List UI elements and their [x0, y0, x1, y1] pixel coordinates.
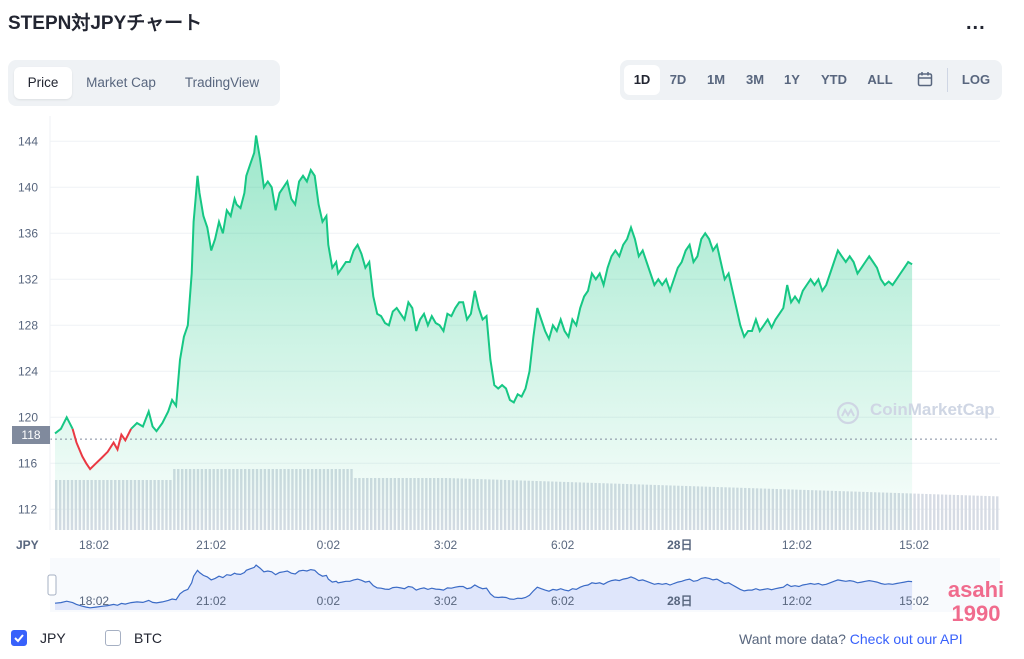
- y-tick-label: 128: [18, 318, 38, 332]
- navigator-tick-label: 6:02: [551, 594, 575, 608]
- check-icon: [14, 634, 24, 643]
- volume-bar: [917, 493, 920, 530]
- stamp-line-1: asahi: [947, 577, 1005, 602]
- watermark-text: CoinMarketCap: [870, 400, 995, 419]
- volume-bar: [988, 496, 991, 530]
- tab-price[interactable]: Price: [14, 67, 72, 99]
- y-axis-ticks: 112 116 120 124 128 132 136 140 144: [18, 134, 38, 516]
- volume-bar: [944, 494, 948, 530]
- y-tick-label: 132: [18, 272, 38, 286]
- y-tick-label: 116: [18, 456, 37, 470]
- volume-bar: [937, 494, 940, 530]
- navigator-area: [55, 565, 913, 610]
- volume-bar: [921, 493, 924, 530]
- range-1d-button[interactable]: 1D: [624, 65, 660, 95]
- volume-bar: [933, 494, 936, 530]
- x-tick-label: 0:02: [317, 538, 341, 552]
- range-all-button[interactable]: ALL: [867, 72, 893, 87]
- volume-bar: [976, 495, 979, 530]
- chart-type-tabs: Price Market Cap TradingView: [8, 60, 280, 106]
- calendar-icon[interactable]: [917, 71, 933, 87]
- volume-bar: [960, 495, 964, 530]
- stamp-line-2: 1990: [951, 601, 1001, 626]
- volume-bar: [984, 495, 987, 530]
- volume-bar: [968, 495, 971, 530]
- x-tick-label: 3:02: [434, 538, 458, 552]
- navigator-ticks: 18:02 21:02 0:02 3:02 6:02 28日 12:02 15:02: [79, 594, 929, 608]
- promo-text: Want more data? Check out our API: [739, 631, 963, 647]
- more-options-button[interactable]: ...: [966, 12, 986, 34]
- volume-bar: [913, 493, 916, 530]
- navigator-tick-label: 12:02: [782, 594, 812, 608]
- price-area-fill: [55, 135, 913, 530]
- volume-bar: [980, 495, 983, 530]
- navigator-line: [54, 564, 913, 609]
- current-price-tag: 118: [12, 426, 50, 444]
- y-tick-label: 120: [18, 410, 38, 424]
- navigator-tick-label: 18:02: [79, 594, 109, 608]
- coinmarketcap-logo-icon: [836, 401, 860, 425]
- volume-bar: [996, 496, 999, 530]
- x-axis-ticks: 18:02 21:02 0:02 3:02 6:02 28日 12:02 15:02: [79, 538, 929, 552]
- volume-bar: [929, 494, 932, 530]
- x-tick-label: 15:02: [899, 538, 929, 552]
- y-tick-label: 140: [18, 180, 38, 194]
- volume-bar: [948, 494, 952, 530]
- range-1m-button[interactable]: 1M: [706, 72, 726, 87]
- navigator-left-handle[interactable]: [47, 574, 57, 596]
- y-tick-label: 124: [18, 364, 38, 378]
- log-scale-button[interactable]: LOG: [961, 72, 991, 87]
- navigator-tick-label: 15:02: [899, 594, 929, 608]
- y-tick-label: 112: [18, 502, 37, 516]
- volume-bar: [925, 493, 928, 530]
- volume-bar: [992, 496, 995, 530]
- volume-bar: [956, 495, 960, 530]
- y-tick-label: 144: [18, 134, 38, 148]
- x-tick-label: 6:02: [551, 538, 575, 552]
- x-tick-label: 28日: [667, 538, 692, 552]
- range-ytd-button[interactable]: YTD: [821, 72, 847, 87]
- navigator-tick-label: 0:02: [317, 594, 341, 608]
- range-divider: [947, 68, 948, 92]
- x-tick-label: 18:02: [79, 538, 109, 552]
- tab-tradingview[interactable]: TradingView: [184, 75, 260, 90]
- btc-checkbox[interactable]: [105, 630, 121, 646]
- y-axis-unit-label: JPY: [16, 538, 39, 552]
- price-line-down: [71, 428, 132, 471]
- volume-bar: [964, 495, 967, 530]
- volume-bar: [952, 494, 956, 530]
- legend-jpy-label: JPY: [40, 630, 66, 646]
- time-range-selector: 1D 7D 1M 3M 1Y YTD ALL: [620, 60, 1002, 100]
- navigator-tick-label: 21:02: [196, 594, 226, 608]
- y-tick-label: 136: [18, 226, 38, 240]
- promo-question: Want more data?: [739, 631, 846, 647]
- range-3m-button[interactable]: 3M: [745, 72, 765, 87]
- price-line-up: [54, 135, 913, 435]
- tab-market-cap[interactable]: Market Cap: [86, 75, 156, 90]
- volume-bar: [972, 495, 975, 530]
- volume-bar: [940, 494, 944, 530]
- jpy-checkbox[interactable]: [11, 630, 27, 646]
- asahi-stamp: asahi 1990: [938, 578, 1014, 626]
- navigator-tick-label: 28日: [667, 594, 692, 608]
- navigator-tick-label: 3:02: [434, 594, 458, 608]
- chart-title: STEPN対JPYチャート: [8, 13, 203, 34]
- x-tick-label: 12:02: [782, 538, 812, 552]
- x-tick-label: 21:02: [196, 538, 226, 552]
- range-7d-button[interactable]: 7D: [669, 72, 687, 87]
- range-1y-button[interactable]: 1Y: [784, 72, 800, 87]
- legend-btc-label: BTC: [134, 630, 162, 646]
- api-link[interactable]: Check out our API: [849, 631, 963, 647]
